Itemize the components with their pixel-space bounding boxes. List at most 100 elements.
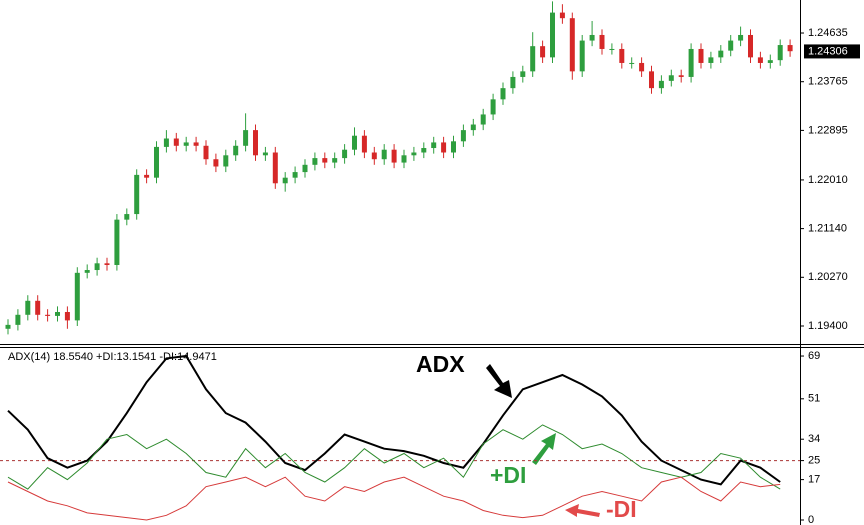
series-line (7, 354, 781, 486)
candle-body (718, 50, 724, 58)
candle-body (569, 18, 575, 72)
candle-body (233, 145, 239, 156)
candle-body (371, 152, 377, 160)
candle-body (421, 148, 427, 153)
minus-di-label: -DI (606, 496, 637, 522)
candle-body (510, 76, 516, 89)
candle-body (599, 34, 605, 49)
candle-body (708, 57, 714, 63)
candle-body (619, 48, 625, 63)
candle-body (559, 12, 565, 19)
candle-body (203, 145, 209, 160)
candle-body (381, 149, 387, 160)
candle-body (272, 152, 278, 184)
y-tick-label: 34 (808, 433, 820, 445)
y-tick-label: 69 (808, 350, 820, 362)
candle-body (94, 263, 100, 271)
candle-body (322, 158, 328, 163)
candle-body (787, 45, 793, 52)
candle-body (668, 75, 674, 81)
candle-body (223, 155, 229, 167)
price-tag-label: 1.24306 (808, 45, 848, 57)
candle-body (579, 40, 585, 72)
candle-body (757, 57, 763, 63)
candle-body (748, 34, 753, 58)
candle-body (777, 45, 783, 61)
y-tick-label: 17 (808, 474, 820, 486)
candle-body (84, 270, 90, 273)
candle-body (411, 152, 417, 156)
y-tick-label: 1.20270 (808, 271, 848, 283)
candle-body (213, 159, 219, 167)
candle-body (64, 311, 70, 321)
candle-body (332, 158, 338, 163)
y-tick-label: 1.22010 (808, 174, 848, 186)
series-line (7, 476, 781, 521)
candle-body (639, 62, 645, 72)
candle-body (243, 130, 249, 146)
candle-body (312, 158, 318, 165)
y-tick-label: 1.19400 (808, 320, 848, 332)
y-tick-label: 0 (808, 514, 814, 525)
candle-body (609, 48, 615, 50)
candle-body (728, 40, 734, 51)
candle-body (35, 300, 41, 315)
candle-body (302, 164, 308, 173)
y-tick-label: 25 (808, 455, 820, 467)
candle-body (253, 130, 258, 156)
arrow (532, 433, 556, 465)
candle-body (391, 149, 397, 163)
candle-body (738, 34, 744, 41)
y-tick-label: 51 (808, 393, 820, 405)
candle-body (401, 155, 407, 163)
candle-body (460, 130, 466, 142)
candle-body (658, 80, 664, 89)
candle-body (183, 142, 189, 146)
arrow (486, 364, 512, 398)
candle-body (678, 75, 684, 77)
candle-body (629, 62, 635, 64)
candle-body (361, 135, 367, 153)
candle-body (193, 142, 199, 146)
arrow (565, 504, 600, 517)
candle-body (500, 88, 506, 100)
candle-body (124, 214, 130, 220)
candle-body (470, 124, 476, 131)
y-tick-label: 1.21140 (808, 223, 847, 235)
y-tick-label: 1.24635 (808, 27, 848, 39)
candle-body (431, 142, 437, 149)
candle-body (45, 314, 51, 316)
candle-body (104, 263, 110, 265)
price-tag (804, 44, 860, 59)
candle-body (154, 146, 159, 178)
y-tick-label: 1.23765 (808, 76, 848, 88)
candle-body (163, 138, 169, 147)
candle-body (114, 219, 120, 265)
candle-body (74, 272, 80, 321)
candle-body (262, 152, 268, 156)
candle-body (144, 174, 150, 178)
candle-body (530, 46, 536, 72)
candle-body (55, 311, 60, 316)
candle-body (25, 300, 31, 315)
candle-body (15, 314, 21, 325)
candle-body (134, 174, 140, 215)
candle-body (441, 142, 447, 153)
candle-body (550, 12, 555, 58)
candle-body (352, 135, 357, 150)
adx-label: ADX (416, 351, 465, 377)
candle-body (698, 48, 704, 63)
candle-body (520, 71, 526, 77)
candle-body (282, 177, 288, 184)
candle-body (451, 141, 456, 153)
candle-body (589, 34, 595, 41)
candle-body (292, 172, 298, 178)
candle-body (480, 114, 486, 125)
candle-body (767, 60, 773, 63)
candle-body (540, 46, 546, 58)
series-line (7, 424, 781, 490)
candle-body (490, 99, 496, 115)
candle-body (173, 138, 179, 146)
